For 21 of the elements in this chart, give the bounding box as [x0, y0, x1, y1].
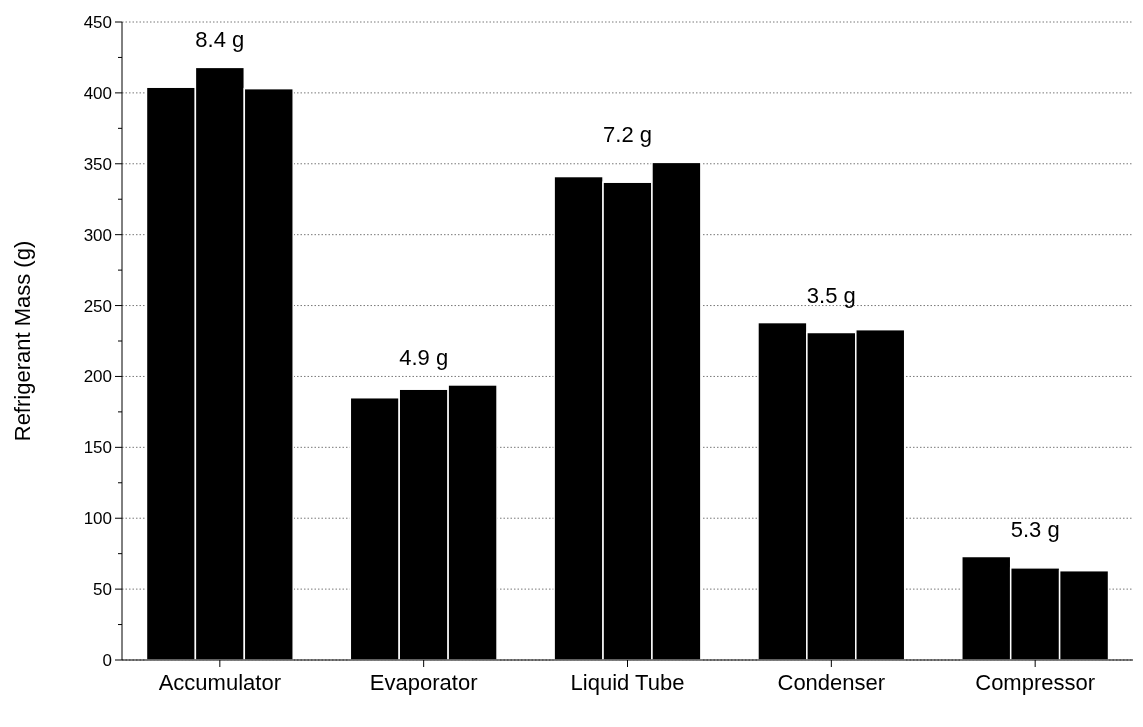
- y-tick-label: 50: [93, 580, 112, 600]
- y-tick-label: 200: [83, 367, 112, 387]
- y-tick-label: 350: [83, 154, 112, 174]
- y-tick-label: 0: [102, 650, 112, 670]
- annotation: 3.5 g: [806, 282, 856, 308]
- y-tick-label: 400: [83, 83, 112, 103]
- y-tick-label: 150: [83, 438, 112, 458]
- x-tick-label: Accumulator: [158, 670, 281, 695]
- annotation: 4.9 g: [399, 344, 449, 370]
- annotation: 8.4 g: [195, 27, 245, 53]
- x-tick-label: Compressor: [975, 670, 1096, 695]
- y-tick-label: 250: [83, 296, 112, 316]
- x-tick-label: Liquid Tube: [570, 670, 685, 695]
- y-axis-title: Refrigerant Mass (g): [10, 240, 35, 442]
- x-tick-label: Evaporator: [369, 670, 478, 695]
- annotation: 5.3 g: [1010, 516, 1060, 542]
- x-tick-label: Condenser: [777, 670, 886, 695]
- y-tick-label: 300: [83, 225, 112, 245]
- y-tick-label: 100: [83, 509, 112, 529]
- y-tick-label: 450: [83, 12, 112, 32]
- annotation: 7.2 g: [603, 122, 652, 148]
